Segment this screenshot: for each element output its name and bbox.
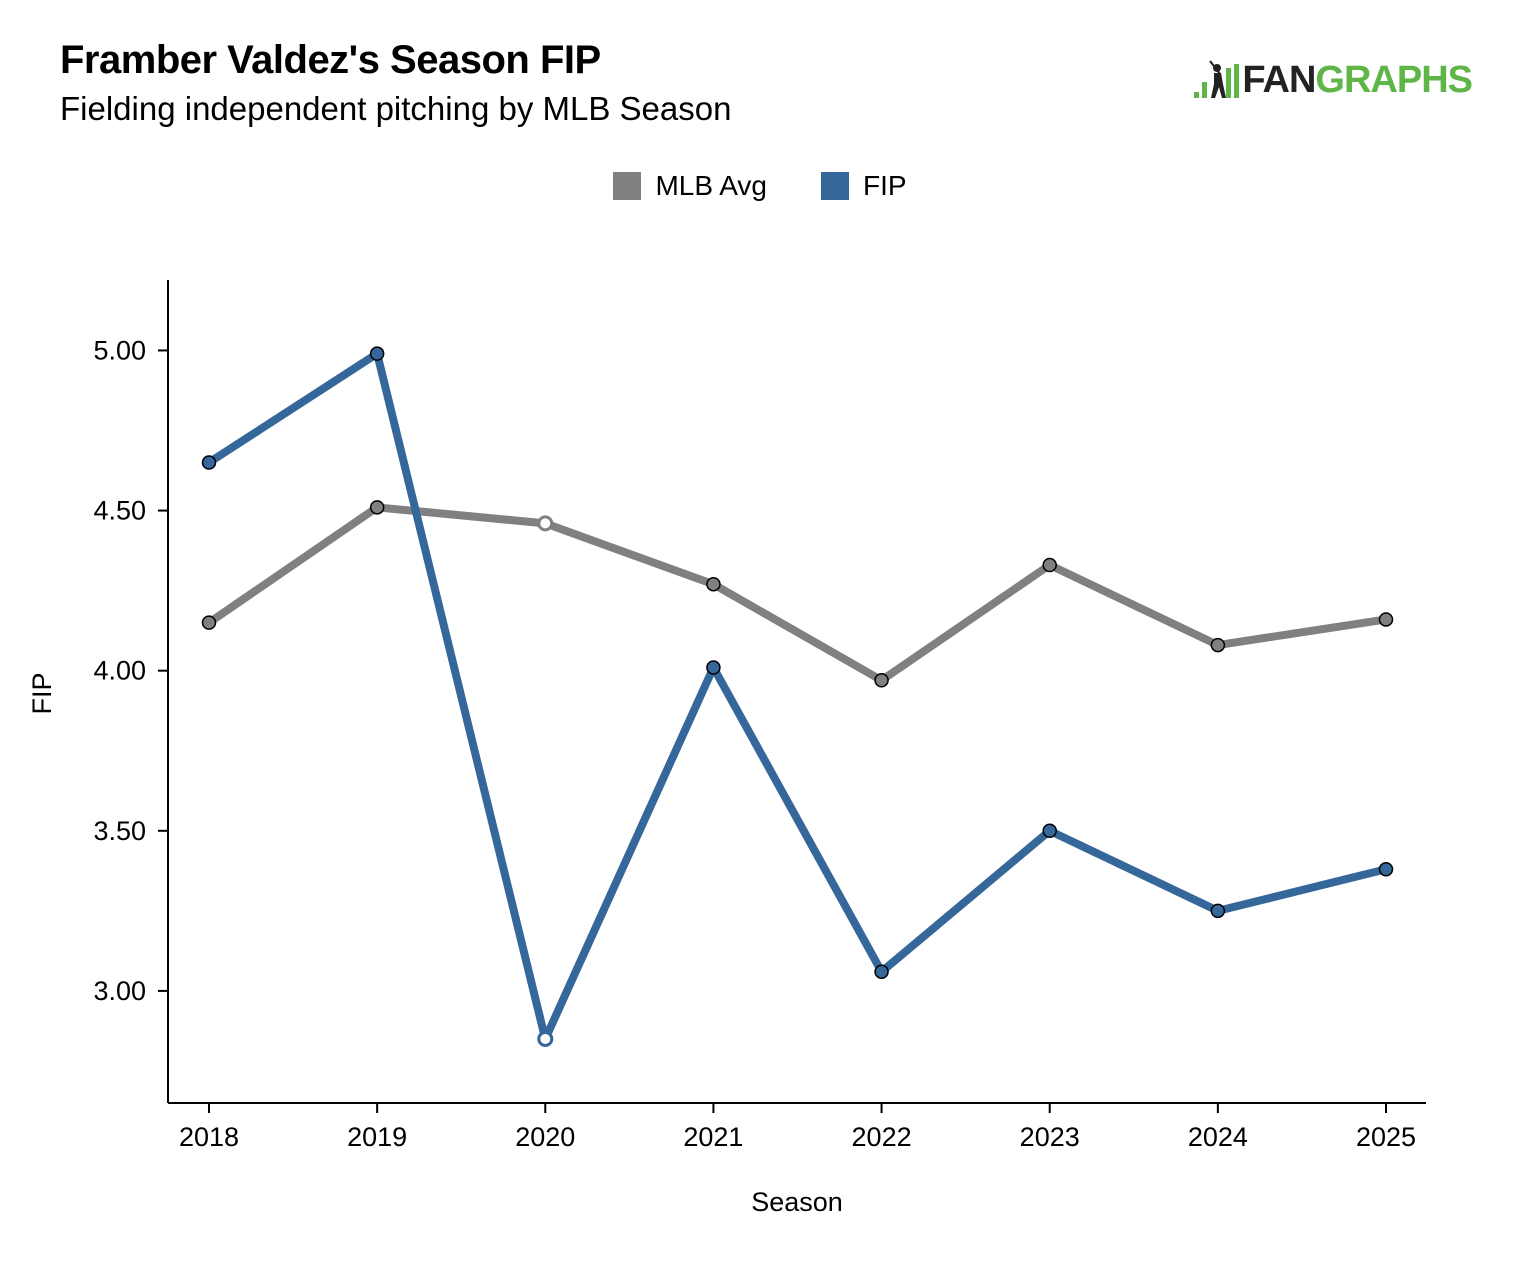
y-tick-label: 3.50 <box>93 816 146 846</box>
point-fip-2018 <box>201 455 217 470</box>
x-tick-label: 2019 <box>347 1122 407 1152</box>
point-mlb-avg-2024 <box>1210 637 1226 653</box>
x-axis-title: Season <box>751 1187 843 1217</box>
series-line-mlb-avg <box>205 503 1390 685</box>
chart-series <box>201 346 1394 1047</box>
point-mlb-avg-2025 <box>1378 612 1394 627</box>
point-fip-2022 <box>874 964 889 979</box>
y-tick-label: 3.00 <box>93 976 146 1006</box>
y-tick-label: 4.00 <box>93 656 146 686</box>
chart-legend: MLB Avg FIP <box>0 170 1520 202</box>
point-mlb-avg-2019 <box>369 500 385 515</box>
point-mlb-avg-2018 <box>201 615 217 630</box>
x-tick-label: 2018 <box>179 1122 239 1152</box>
point-mlb-avg-2022 <box>874 673 889 688</box>
x-tick-label: 2025 <box>1356 1122 1416 1152</box>
point-fip-2024 <box>1210 903 1226 919</box>
point-fip-2019 <box>369 346 385 361</box>
x-tick-label: 2024 <box>1188 1122 1248 1152</box>
point-fip-2021 <box>706 660 721 675</box>
x-tick-label: 2021 <box>683 1122 743 1152</box>
legend-label-fip: FIP <box>863 170 907 201</box>
legend-item-fip: FIP <box>821 170 907 202</box>
fangraphs-batter-icon <box>1192 60 1240 100</box>
legend-swatch-fip <box>821 172 849 200</box>
point-mlb-avg-2020 <box>537 515 554 532</box>
point-fip-2025 <box>1378 861 1394 877</box>
x-tick-label: 2023 <box>1020 1122 1080 1152</box>
legend-swatch-mlb-avg <box>613 172 642 200</box>
fangraphs-logo: FANGRAPHS <box>1192 56 1473 101</box>
y-tick-label: 4.50 <box>93 496 146 526</box>
legend-label-mlb-avg: MLB Avg <box>655 170 767 201</box>
y-axis-title: FIP <box>27 672 57 714</box>
x-tick-label: 2022 <box>852 1122 912 1152</box>
point-fip-2020 <box>537 1030 554 1047</box>
y-tick-label: 5.00 <box>93 335 146 365</box>
point-mlb-avg-2023 <box>1042 557 1057 573</box>
chart-title: Framber Valdez's Season FIP <box>60 38 601 82</box>
point-fip-2023 <box>1042 823 1057 839</box>
chart-axes: 3.00 3.50 4.00 4.50 5.00 2018 2019 2020 2021 2022… <box>93 280 1426 1152</box>
legend-item-mlb-avg: MLB Avg <box>613 170 767 202</box>
point-mlb-avg-2021 <box>706 576 721 592</box>
x-tick-label: 2020 <box>515 1122 575 1152</box>
series-line-fip <box>205 349 1390 1043</box>
logo-word-graphs: GRAPHS <box>1315 59 1473 101</box>
logo-word-fan: FAN <box>1242 59 1316 101</box>
chart-subtitle: Fielding independent pitching by MLB Sea… <box>60 90 732 127</box>
